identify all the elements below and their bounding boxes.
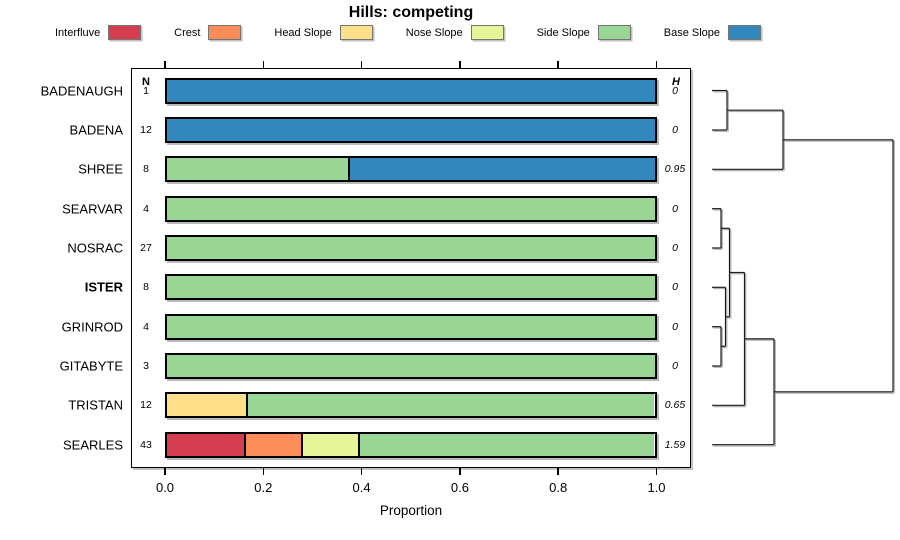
h-value: 0 [672,84,678,97]
stacked-bar-grinrod [165,313,657,340]
n-value: 12 [140,123,152,136]
bar-segment-side-slope [167,236,655,259]
row-label-shree: SHREE [78,161,123,177]
axis-tick [164,61,166,68]
stacked-bar-shree [165,156,657,183]
h-value: 0.95 [664,163,686,176]
row-label-badena: BADENA [69,122,123,138]
axis-tick-label: 0.0 [155,480,175,495]
h-value: 0 [672,320,678,333]
h-value: 0 [672,281,678,294]
legend-item-crest: Crest [174,25,242,40]
axis-tick [262,468,265,475]
legend-label: Side Slope [536,26,590,39]
legend-item-interfluve: Interfluve [55,25,142,40]
axis-tick-label: 0.2 [254,480,273,495]
axis-tick-label: 1.0 [647,480,666,495]
row-label-searles: SEARLES [63,437,123,453]
axis-tick [360,61,363,68]
legend-color-swatch [208,25,242,40]
bar-segment-side-slope [167,315,655,338]
stacked-bar-searvar [165,195,657,222]
axis-tick-label: 0.8 [549,480,568,495]
stacked-bar-ister [165,274,657,301]
h-value: 0 [672,202,678,215]
legend-color-swatch [108,25,142,40]
row-label-tristan: TRISTAN [68,397,123,413]
legend-item-base-slope: Base Slope [664,25,761,40]
legend-item-head-slope: Head Slope [274,25,373,40]
n-value: 12 [140,399,152,412]
legend-color-swatch [597,25,631,40]
n-value: 8 [143,163,149,176]
h-value: 0 [672,360,678,373]
n-value: 4 [143,202,149,215]
n-value: 8 [143,281,149,294]
axis-tick [164,468,166,475]
bar-segment-interfluve [167,433,247,456]
h-value: 0 [672,123,678,136]
bar-segment-side-slope [167,276,655,299]
n-value: 3 [143,360,149,373]
n-column-header: N [142,76,150,88]
chart-title: Hills: competing [348,4,474,21]
h-value: 1.59 [664,438,686,451]
x-axis-title: Proportion [379,503,443,518]
legend-label: Head Slope [274,26,332,39]
n-value: 27 [140,241,152,254]
axis-tick [655,61,658,68]
h-column-header: H [672,76,680,88]
legend-color-swatch [728,25,761,40]
legend-label: Interfluve [55,26,101,39]
row-label-ister: ISTER [84,279,123,295]
axis-tick [557,61,559,68]
row-label-gitabyte: GITABYTE [59,358,123,374]
stacked-bar-badenaugh [165,77,657,104]
axis-tick [262,61,265,68]
legend-color-swatch [339,25,373,40]
legend-item-side-slope: Side Slope [537,25,631,40]
legend-item-nose-slope: Nose Slope [406,25,504,40]
axis-tick [655,468,658,475]
bar-segment-base-slope [167,79,655,102]
stacked-bar-tristan [165,392,657,419]
axis-tick [459,61,461,68]
axis-tick [459,468,461,475]
axis-tick-label: 0.4 [352,480,371,495]
stacked-bar-nosrac [165,234,657,261]
legend-label: Nose Slope [405,26,463,39]
stacked-bar-gitabyte [165,353,657,380]
axis-tick-label: 0.6 [450,480,469,495]
stacked-bar-searles [165,431,657,458]
legend-color-swatch [470,25,504,40]
bar-segment-base-slope [167,118,655,141]
bar-segment-crest [246,433,303,456]
row-label-badenaugh: BADENAUGH [40,83,123,98]
row-label-nosrac: NOSRAC [67,240,123,256]
axis-tick [360,468,363,475]
legend-label: Base Slope [663,26,720,39]
bar-segment-side-slope [167,197,655,220]
axis-tick [557,468,559,475]
stacked-bar-badena [165,116,657,143]
bar-segment-side-slope [359,433,655,456]
bar-segment-head-slope [167,394,249,417]
n-value: 1 [143,84,149,97]
n-value: 43 [140,438,152,451]
bar-segment-nose-slope [303,433,360,456]
bar-segment-side-slope [248,394,655,417]
h-value: 0 [672,241,678,254]
legend-label: Crest [174,26,201,39]
h-value: 0.65 [664,399,686,412]
legend: Interfluve Crest Head Slope Nose Slope Side … [55,25,761,40]
bar-segment-base-slope [349,158,655,181]
row-label-searvar: SEARVAR [62,201,123,217]
row-label-grinrod: GRINROD [61,319,123,335]
bar-segment-side-slope [167,158,350,181]
n-value: 4 [143,320,149,333]
bar-segment-side-slope [167,355,655,378]
